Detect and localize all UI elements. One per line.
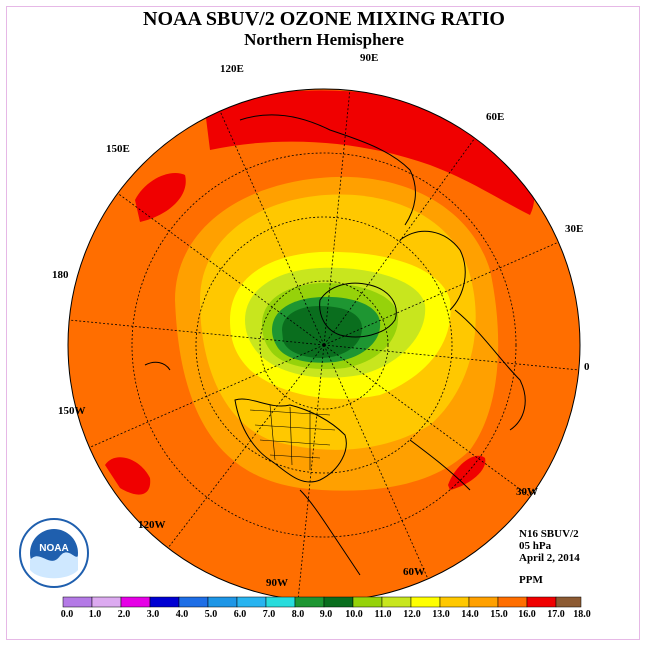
colorbar-bin-2 [120,596,151,608]
ozone-field [68,89,580,601]
colorbar-bin-10 [352,596,383,608]
logo-text: NOAA [39,543,68,554]
colorbar-tick-17: 17.0 [547,609,565,620]
lon-label-30e: 30E [565,223,584,235]
lon-label-60w: 60W [403,566,425,578]
instrument-label: N16 SBUV/2 [519,528,579,540]
lon-label-120e: 120E [220,63,244,75]
coastlines [144,114,526,576]
colorbar-bin-13 [439,596,470,608]
colorbar [62,596,582,608]
lon-label-150w: 150W [58,405,86,417]
colorbar-tick-3: 3.0 [146,609,160,620]
lon-label-60e: 60E [486,111,505,123]
colorbar-bin-16 [526,596,557,608]
colorbar-bin-3 [149,596,180,608]
colorbar-bin-17 [555,596,582,608]
date-label: April 2, 2014 [519,552,580,564]
band-16-17-southwest [105,457,151,495]
colorbar-tick-11: 11.0 [374,609,392,620]
lon-label-120w: 120W [138,519,166,531]
colorbar-tick-0: 0.0 [60,609,74,620]
band-8-9 [282,306,362,358]
band-16-17-west [135,172,186,222]
noaa-logo: NOAA [19,518,89,588]
colorbar-tick-5: 5.0 [204,609,218,620]
colorbar-tick-14: 14.0 [461,609,479,620]
colorbar-tick-15: 15.0 [490,609,508,620]
colorbar-tick-18: 18.0 [573,609,591,620]
colorbar-bin-1 [91,596,122,608]
colorbar-bin-4 [178,596,209,608]
colorbar-tick-9: 9.0 [319,609,333,620]
pressure-level-label: 05 hPa [519,540,552,552]
graticule [68,89,580,601]
lon-label-90e: 90E [360,52,379,64]
map-title: NOAA SBUV/2 OZONE MIXING RATIO [143,8,505,30]
colorbar-bin-6 [236,596,267,608]
colorbar-bin-7 [265,596,296,608]
figure-frame [6,6,640,640]
lon-label-0: 0 [584,361,590,373]
us-state-lines [249,404,336,470]
lon-label-90w: 90W [266,577,288,589]
colorbar-bin-5 [207,596,238,608]
colorbar-tick-4: 4.0 [175,609,189,620]
colorbar-bin-9 [323,596,354,608]
colorbar-tick-7: 7.0 [262,609,276,620]
lon-label-30w: 30W [516,486,538,498]
colorbar-tick-8: 8.0 [291,609,305,620]
colorbar-bin-11 [381,596,412,608]
colorbar-bin-8 [294,596,325,608]
colorbar-tick-1: 1.0 [88,609,102,620]
colorbar-bin-14 [468,596,499,608]
colorbar-bin-0 [62,596,93,608]
colorbar-bin-15 [497,596,528,608]
lon-label-180: 180 [52,269,69,281]
lon-label-150e: 150E [106,143,130,155]
colorbar-tick-16: 16.0 [518,609,536,620]
colorbar-tick-2: 2.0 [117,609,131,620]
units-label: PPM [519,574,543,586]
colorbar-tick-6: 6.0 [233,609,247,620]
colorbar-tick-12: 12.0 [403,609,421,620]
colorbar-tick-13: 13.0 [432,609,450,620]
map-subtitle: Northern Hemisphere [244,30,404,49]
colorbar-bin-12 [410,596,441,608]
colorbar-tick-10: 10.0 [345,609,363,620]
